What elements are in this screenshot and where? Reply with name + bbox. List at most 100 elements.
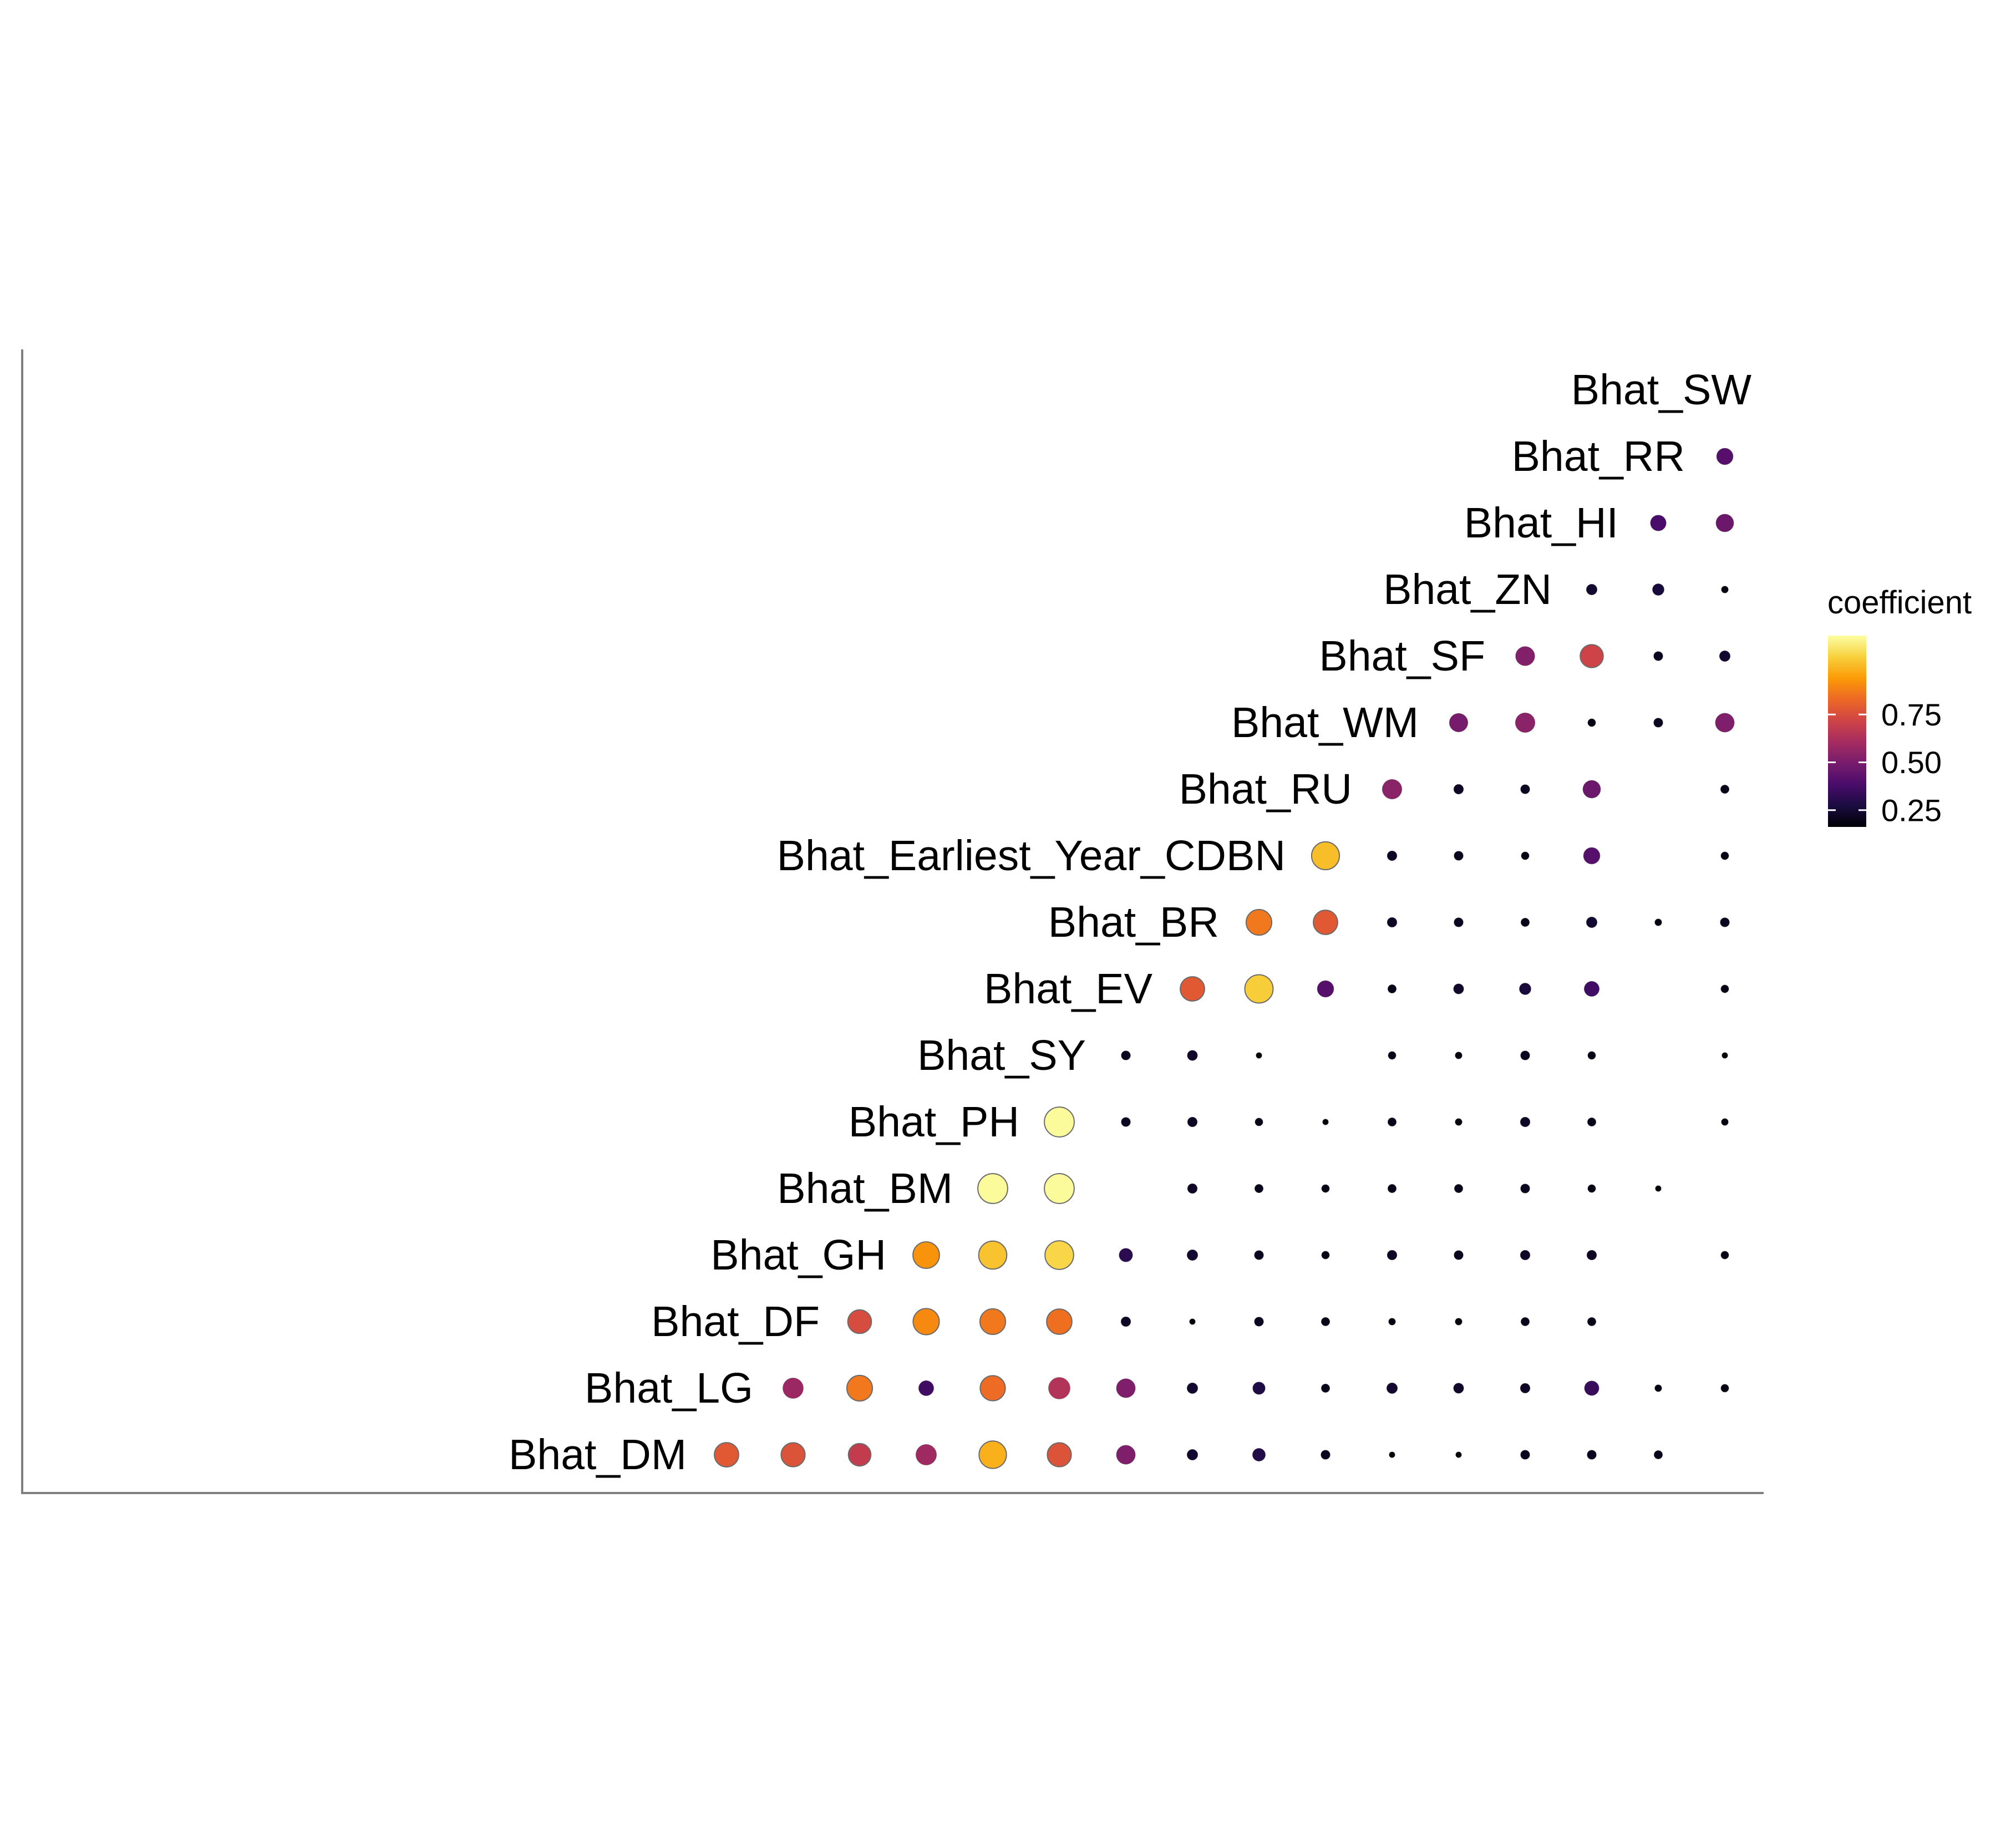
legend-tick-label: 0.50 xyxy=(1881,745,1942,780)
correlation-point xyxy=(1720,1384,1729,1393)
correlation-point xyxy=(1186,1249,1199,1261)
correlation-point xyxy=(1116,1445,1136,1465)
correlation-points xyxy=(714,448,1735,1469)
correlation-point xyxy=(847,1309,872,1334)
correlation-point xyxy=(1520,1116,1531,1128)
correlation-point xyxy=(1454,917,1464,927)
row-label: Bhat_BR xyxy=(1048,898,1219,946)
correlation-point xyxy=(1186,1449,1199,1461)
correlation-point xyxy=(1653,1450,1663,1460)
correlation-point xyxy=(1121,1050,1131,1060)
correlation-point xyxy=(1720,851,1729,860)
correlation-point xyxy=(1449,713,1469,733)
correlation-point xyxy=(918,1380,934,1396)
correlation-point xyxy=(1252,1448,1266,1461)
correlation-point xyxy=(1519,983,1531,995)
correlation-point xyxy=(1720,1251,1729,1260)
correlation-point xyxy=(1580,644,1604,668)
legend-title: coefficient xyxy=(1827,585,1972,621)
correlation-point xyxy=(1721,586,1729,593)
color-legend: coefficient 0.25 0.50 0.75 xyxy=(1827,585,1972,827)
correlation-point xyxy=(1387,850,1398,861)
correlation-point xyxy=(847,1443,872,1467)
correlation-point xyxy=(1515,712,1536,733)
correlation-point xyxy=(1252,1382,1266,1395)
correlation-point xyxy=(1187,1183,1198,1194)
correlation-point xyxy=(1187,1050,1198,1061)
correlation-point xyxy=(1387,984,1397,994)
row-label: Bhat_HI xyxy=(1464,499,1618,547)
correlation-point xyxy=(1387,917,1398,928)
correlation-point xyxy=(1520,1184,1530,1194)
correlation-point xyxy=(1520,1050,1530,1060)
correlation-point xyxy=(1454,1250,1464,1260)
legend-tick-label: 0.25 xyxy=(1881,793,1942,827)
correlation-point xyxy=(1521,851,1530,860)
row-label: Bhat_SW xyxy=(1571,366,1752,414)
row-label: Bhat_DF xyxy=(651,1298,820,1345)
correlation-point xyxy=(977,1173,1008,1204)
correlation-point xyxy=(1255,1118,1263,1126)
correlation-point xyxy=(1455,1451,1462,1458)
correlation-point xyxy=(1322,1119,1329,1125)
row-label: Bhat_EV xyxy=(984,965,1153,1013)
correlation-point xyxy=(1583,847,1601,865)
correlation-point xyxy=(1719,650,1731,662)
correlation-point xyxy=(1520,1317,1530,1327)
correlation-point xyxy=(979,1308,1007,1336)
correlation-point xyxy=(1586,583,1598,596)
correlation-point xyxy=(1313,910,1338,935)
correlation-point xyxy=(1254,1250,1264,1260)
correlation-point xyxy=(1389,1451,1395,1458)
correlation-point xyxy=(1047,1442,1072,1468)
correlation-point xyxy=(1189,1318,1196,1325)
correlation-point xyxy=(1321,1450,1331,1460)
correlation-point xyxy=(1720,984,1729,993)
correlation-point xyxy=(1587,718,1596,727)
correlation-point xyxy=(1652,583,1664,596)
plot-axes xyxy=(21,349,1764,1494)
row-labels: Bhat_DM Bhat_LG Bhat_DF Bhat_GH Bhat_BM Bhat_… xyxy=(509,366,1751,1479)
correlation-point xyxy=(1453,1383,1464,1394)
legend-ticks: 0.25 0.50 0.75 xyxy=(1828,697,1942,827)
correlation-point xyxy=(1655,1185,1662,1192)
row-label: Bhat_BM xyxy=(777,1165,953,1212)
correlation-point xyxy=(1321,1383,1331,1393)
correlation-point xyxy=(1317,980,1334,998)
correlation-point xyxy=(1387,1117,1397,1127)
correlation-point xyxy=(1650,515,1667,531)
correlation-point xyxy=(1715,514,1734,532)
row-label: Bhat_Earliest_Year_CDBN xyxy=(777,832,1286,880)
correlation-point xyxy=(1244,974,1274,1004)
row-label: Bhat_DM xyxy=(509,1431,687,1479)
correlation-point xyxy=(1520,1383,1531,1394)
correlation-point xyxy=(979,1375,1006,1402)
correlation-point xyxy=(1388,1051,1397,1060)
correlation-point xyxy=(1187,1116,1198,1128)
correlation-point xyxy=(1587,1051,1596,1060)
correlation-point xyxy=(1587,1317,1597,1327)
correlation-point xyxy=(1520,1450,1530,1460)
correlation-point xyxy=(1044,1106,1075,1138)
correlation-point xyxy=(1520,917,1530,927)
correlation-point xyxy=(1716,448,1734,465)
correlation-point xyxy=(1454,851,1464,861)
correlation-point xyxy=(1722,1052,1728,1059)
correlation-point xyxy=(912,1308,940,1336)
correlation-point xyxy=(1584,1380,1599,1396)
correlation-point xyxy=(1720,917,1730,927)
correlation-point xyxy=(1382,779,1403,800)
correlation-point xyxy=(1180,976,1205,1002)
correlation-point xyxy=(1582,780,1601,799)
correlation-point xyxy=(1256,1052,1262,1059)
correlation-point xyxy=(1721,1118,1729,1126)
correlation-point xyxy=(1455,1052,1463,1059)
correlation-point xyxy=(1586,1250,1597,1261)
correlation-point xyxy=(1587,1450,1597,1460)
legend-colorbar xyxy=(1828,636,1866,827)
correlation-point xyxy=(1455,1318,1463,1326)
row-label: Bhat_WM xyxy=(1231,699,1419,747)
row-label: Bhat_RR xyxy=(1512,433,1685,480)
correlation-point xyxy=(1387,1250,1398,1261)
correlation-point xyxy=(780,1442,806,1468)
